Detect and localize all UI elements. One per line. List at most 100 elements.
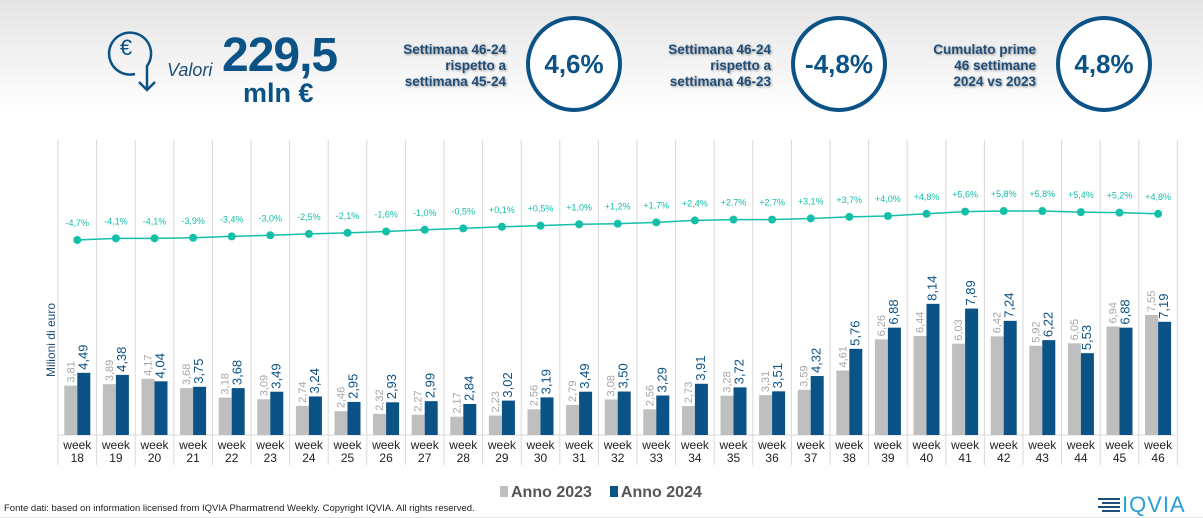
data-label-2023: 2,73 — [683, 382, 695, 403]
data-label-2024: 8,14 — [925, 276, 940, 301]
growth-label: -4,1% — [104, 216, 128, 226]
euro-down-icon: € — [107, 31, 156, 92]
growth-label: +2,4% — [682, 198, 708, 208]
week-number: 36 — [765, 451, 779, 465]
week-number: 38 — [843, 451, 857, 465]
bar-2024 — [849, 348, 863, 435]
data-label-2023: 2,56 — [529, 385, 541, 406]
bar-2024 — [1080, 353, 1094, 435]
data-label-2023: 2,23 — [490, 391, 502, 412]
bar-2023 — [643, 409, 657, 435]
growth-label: +5,6% — [952, 190, 978, 200]
week-number: 41 — [958, 451, 972, 465]
growth-point — [768, 215, 777, 224]
week-number: 31 — [572, 451, 586, 465]
bar-2024 — [308, 396, 322, 435]
bar-2023 — [180, 388, 194, 435]
growth-label: -4,7% — [66, 218, 90, 228]
growth-label: +1,0% — [566, 202, 592, 212]
growth-label: -1,0% — [413, 208, 437, 218]
growth-label: +3,7% — [836, 195, 862, 205]
growth-point — [1076, 208, 1085, 217]
week-number: 24 — [302, 451, 316, 465]
data-label-2023: 3,28 — [722, 371, 734, 392]
growth-label: +5,8% — [991, 189, 1017, 199]
data-label-2023: 7,55 — [1146, 291, 1158, 312]
week-number: 28 — [457, 451, 471, 465]
data-label-2023: 2,79 — [567, 381, 579, 402]
week-number: 35 — [727, 451, 741, 465]
week-label: week — [525, 438, 555, 452]
growth-point — [304, 229, 313, 238]
week-label: week — [796, 438, 826, 452]
legend-2023: Anno 2023 — [500, 484, 592, 502]
week-number: 20 — [148, 451, 162, 465]
week-label: week — [1027, 438, 1057, 452]
growth-label: -2,1% — [336, 211, 360, 221]
growth-label: +2,7% — [721, 198, 747, 208]
week-label: week — [641, 438, 671, 452]
bar-2024 — [887, 327, 901, 435]
week-number: 19 — [109, 451, 123, 465]
week-label: week — [487, 438, 517, 452]
week-number: 34 — [688, 451, 702, 465]
data-label-2024: 4,38 — [114, 347, 129, 372]
bar-2023 — [604, 399, 618, 435]
data-label-2023: 3,89 — [104, 360, 116, 381]
data-label-2024: 3,91 — [693, 355, 708, 380]
data-label-2024: 3,24 — [307, 368, 322, 393]
growth-label: -2,5% — [297, 212, 321, 222]
growth-point — [961, 207, 970, 216]
growth-point — [227, 232, 236, 241]
data-label-2024: 2,99 — [423, 373, 438, 398]
data-label-2024: 4,04 — [153, 353, 168, 378]
week-label: week — [139, 438, 169, 452]
bar-2024 — [926, 303, 940, 435]
week-number: 22 — [225, 451, 239, 465]
growth-label: +3,1% — [798, 196, 824, 206]
bar-2024 — [694, 383, 708, 435]
bar-2024 — [424, 401, 438, 435]
growth-point — [652, 218, 661, 227]
week-label: week — [410, 438, 440, 452]
bar-2023 — [952, 343, 966, 435]
week-label: week — [332, 438, 362, 452]
data-label-2023: 3,81 — [65, 361, 77, 382]
growth-label: -4,1% — [143, 216, 167, 226]
valori-label: Valori — [167, 60, 213, 80]
data-label-2023: 6,42 — [992, 312, 1004, 333]
bar-2024 — [463, 404, 477, 435]
growth-point — [266, 231, 275, 240]
week-label: week — [564, 438, 594, 452]
week-number: 21 — [186, 451, 200, 465]
week-number: 42 — [997, 451, 1011, 465]
bar-2024 — [193, 386, 207, 435]
week-number: 32 — [611, 451, 625, 465]
week-label: week — [1066, 438, 1096, 452]
data-label-2023: 6,03 — [953, 319, 965, 340]
week-label: week — [101, 438, 131, 452]
week-label: week — [178, 438, 208, 452]
data-label-2023: 2,56 — [644, 385, 656, 406]
growth-label: +2,7% — [759, 198, 785, 208]
bar-2023 — [411, 414, 425, 435]
data-label-2023: 6,94 — [1108, 302, 1120, 323]
bar-2023 — [218, 397, 232, 435]
data-label-2024: 5,76 — [847, 321, 862, 346]
data-label-2024: 3,72 — [732, 359, 747, 384]
bar-2024 — [540, 397, 554, 435]
data-label-2023: 2,74 — [297, 381, 309, 402]
bar-2023 — [566, 404, 580, 435]
growth-point — [575, 220, 584, 229]
source-note: Fonte dati: based on information license… — [4, 503, 475, 514]
week-label: week — [255, 438, 285, 452]
growth-label: +0,1% — [489, 205, 515, 215]
growth-point — [536, 221, 545, 230]
bar-2024 — [1119, 327, 1133, 435]
growth-point — [459, 224, 468, 233]
kpi-circle-weekly: 4,6% — [526, 16, 622, 112]
bar-2023 — [1029, 345, 1043, 435]
data-label-2023: 3,18 — [220, 373, 232, 394]
bar-2023 — [1145, 314, 1159, 435]
week-number: 26 — [379, 451, 393, 465]
